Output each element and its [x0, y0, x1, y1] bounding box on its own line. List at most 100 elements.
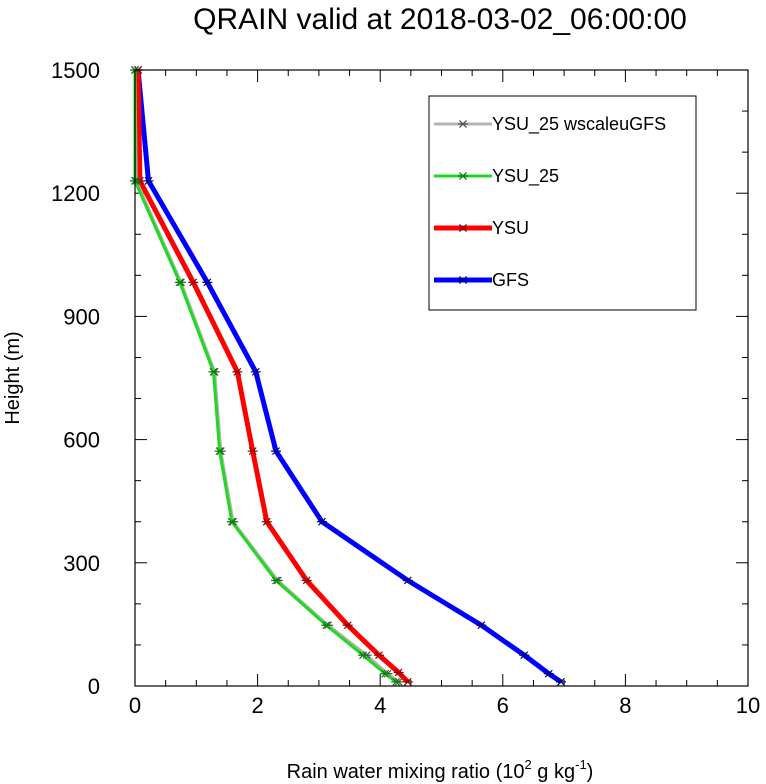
- point-marker: [214, 447, 225, 456]
- x-tick-label: 2: [251, 693, 263, 718]
- series-line: [135, 69, 410, 684]
- point-marker: [226, 517, 237, 526]
- point-marker: [247, 447, 258, 456]
- point-marker-stroke: [227, 517, 236, 526]
- x-tick-label: 4: [374, 693, 386, 718]
- legend-label: YSU: [492, 218, 529, 238]
- point-marker: [380, 669, 391, 678]
- point-marker-stroke: [302, 576, 311, 585]
- y-tick-label: 0: [88, 674, 100, 699]
- series-line: [133, 70, 398, 684]
- point-marker: [373, 651, 384, 660]
- point-marker-stroke: [175, 278, 184, 287]
- y-tick-label: 900: [63, 304, 100, 329]
- legend-entry: YSU: [434, 218, 529, 238]
- point-marker-stroke: [394, 668, 403, 677]
- point-marker: [250, 367, 261, 376]
- x-tick-label: 10: [736, 693, 760, 718]
- y-tick-label: 1200: [51, 181, 100, 206]
- point-marker: [202, 278, 213, 287]
- point-marker: [321, 621, 332, 630]
- point-marker: [342, 621, 353, 630]
- point-marker-stroke: [272, 576, 280, 585]
- point-marker-stroke: [375, 651, 383, 660]
- point-marker-stroke: [557, 677, 565, 686]
- point-marker: [458, 276, 468, 284]
- legend-label: YSU_25: [492, 166, 559, 187]
- point-marker: [458, 224, 468, 232]
- point-marker-stroke: [343, 621, 352, 630]
- legend-entry: YSU_25: [434, 166, 559, 187]
- point-marker-stroke: [459, 120, 467, 128]
- point-marker: [402, 576, 413, 585]
- series-gfs: [133, 66, 567, 686]
- x-axis-title: Rain water mixing ratio (102 g kg-1): [287, 757, 594, 783]
- point-marker: [556, 677, 567, 686]
- point-marker-stroke: [477, 621, 486, 630]
- point-marker: [261, 517, 272, 526]
- point-marker: [143, 176, 154, 185]
- point-marker-stroke: [459, 172, 467, 180]
- point-marker-stroke: [459, 224, 467, 232]
- point-marker-stroke: [381, 669, 390, 678]
- point-marker-stroke: [272, 447, 280, 456]
- point-marker: [476, 621, 487, 630]
- point-marker-stroke: [520, 651, 529, 660]
- point-marker-stroke: [403, 576, 412, 585]
- y-tick-labels: 0 300 600 900 1200 1500: [51, 58, 100, 699]
- point-marker: [316, 517, 327, 526]
- point-marker: [391, 677, 402, 686]
- series-line: [133, 69, 400, 684]
- x-tick-labels: 0 2 4 6 8 10: [129, 693, 760, 718]
- x-axis-title-sup1: 2: [525, 757, 532, 772]
- series-ysu-25-wscaleugfs: [130, 66, 404, 686]
- point-marker-stroke: [318, 517, 326, 526]
- point-marker: [393, 668, 404, 677]
- legend-entry: GFS: [434, 270, 529, 290]
- x-axis-title-main: Rain water mixing ratio (10: [287, 761, 525, 783]
- point-marker: [270, 447, 281, 456]
- point-marker: [543, 669, 554, 678]
- y-axis-title: Height (m): [2, 331, 24, 424]
- y-tick-label: 1500: [51, 58, 100, 83]
- x-axis-title-sup2: -1: [575, 757, 587, 772]
- point-marker: [519, 651, 530, 660]
- series-layer: [130, 66, 567, 686]
- point-marker-stroke: [248, 447, 257, 456]
- point-marker: [270, 576, 281, 585]
- point-marker-stroke: [215, 447, 224, 456]
- point-marker: [458, 120, 468, 128]
- point-marker: [188, 278, 199, 287]
- point-marker: [458, 172, 468, 180]
- point-marker: [232, 367, 243, 376]
- point-marker-stroke: [203, 278, 212, 287]
- point-marker: [301, 576, 312, 585]
- x-tick-label: 8: [619, 693, 631, 718]
- y-tick-label: 300: [63, 551, 100, 576]
- point-marker-stroke: [262, 517, 271, 526]
- legend-box: [428, 95, 697, 311]
- point-marker-stroke: [251, 367, 260, 376]
- series-ysu-25: [130, 66, 402, 686]
- point-marker-stroke: [359, 651, 367, 660]
- point-marker: [358, 651, 369, 660]
- point-marker-stroke: [189, 278, 198, 287]
- chart-title: QRAIN valid at 2018-03-02_06:00:00: [193, 3, 687, 36]
- legend-entry: YSU_25 wscaleuGFS: [434, 114, 666, 135]
- x-tick-label: 0: [129, 693, 141, 718]
- y-tick-label: 600: [63, 428, 100, 453]
- point-marker-stroke: [459, 276, 467, 284]
- point-marker: [208, 367, 219, 376]
- legend-label: GFS: [492, 270, 529, 290]
- point-marker: [174, 278, 185, 287]
- series-ysu: [133, 66, 413, 686]
- x-tick-label: 6: [497, 693, 509, 718]
- plot-frame: [134, 69, 749, 687]
- x-axis-title-end: ): [587, 761, 594, 783]
- point-marker: [402, 677, 413, 686]
- point-marker-stroke: [209, 367, 218, 376]
- legend-label: YSU_25 wscaleuGFS: [492, 114, 666, 135]
- point-marker-stroke: [544, 669, 553, 678]
- legend-entries: YSU_25 wscaleuGFS YSU_25 YSU GFS: [434, 114, 666, 290]
